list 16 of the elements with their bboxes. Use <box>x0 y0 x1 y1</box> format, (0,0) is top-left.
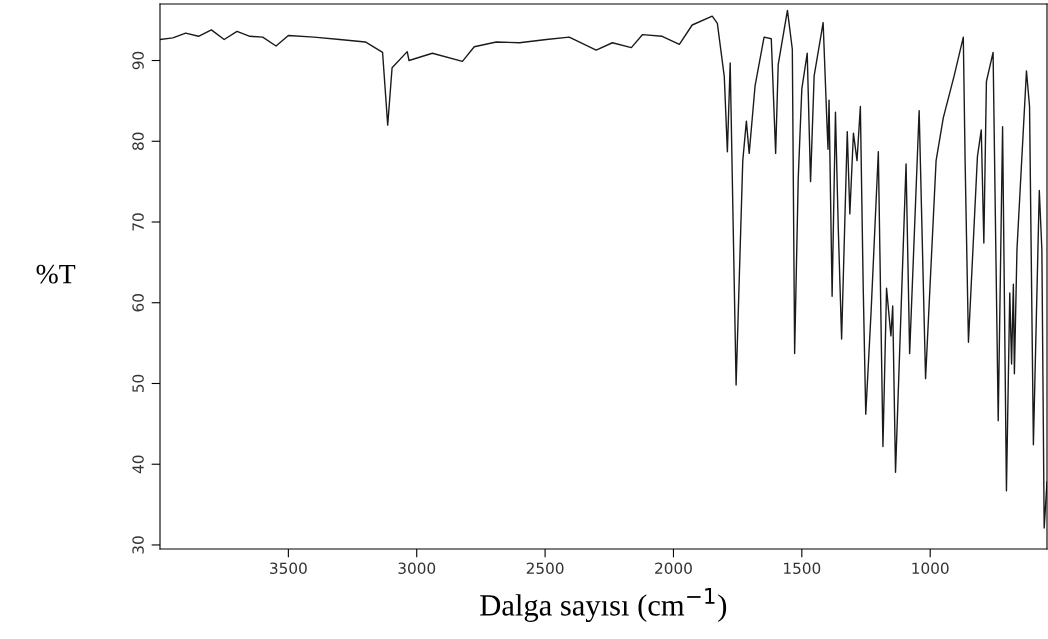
y-axis-title: %T <box>36 264 76 284</box>
y-tick-label: 90 <box>132 51 144 70</box>
y-tick-label: 80 <box>132 132 144 150</box>
x-tick-label: 1000 <box>912 562 949 575</box>
x-tick-label: 2000 <box>655 562 692 575</box>
x-tick-label: 1500 <box>784 562 821 575</box>
y-tick-label: 30 <box>132 536 144 554</box>
x-tick-label: 3500 <box>270 562 307 575</box>
x-axis-title: Dalga sayısı (cm$^{−1}$) <box>480 588 727 622</box>
y-tick-label: 60 <box>132 294 144 312</box>
line-series <box>160 9 1047 529</box>
y-tick-label: 70 <box>132 213 144 231</box>
x-tick-label: 3000 <box>398 562 436 575</box>
y-tick-label: 40 <box>132 455 144 474</box>
y-tick-label: 50 <box>132 374 144 393</box>
x-tick-label: 2500 <box>526 562 564 575</box>
